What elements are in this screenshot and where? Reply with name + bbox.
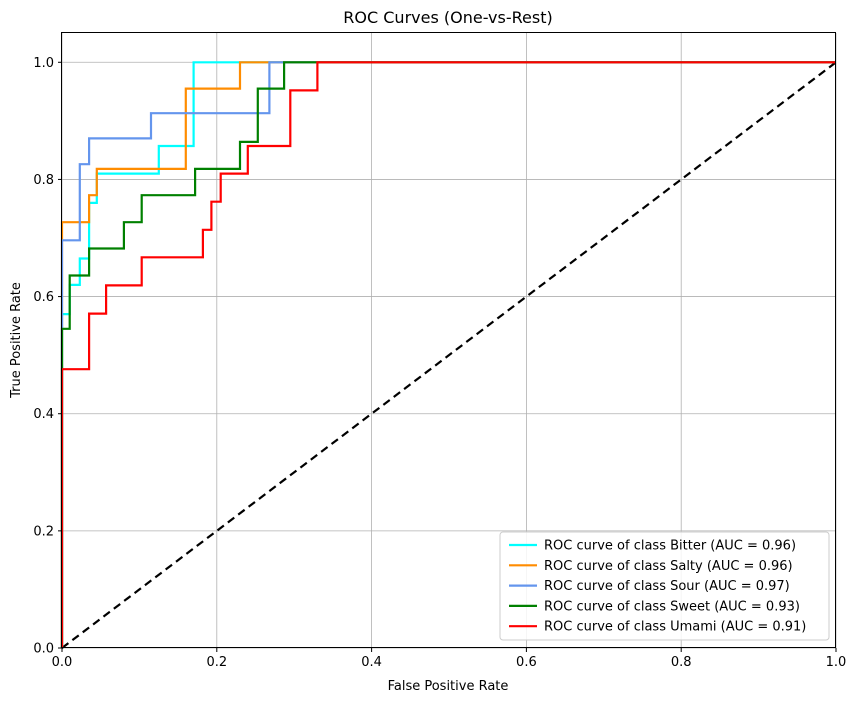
y-axis-ticks: 0.0 0.2 0.4 0.6 0.8 1.0 [33,56,62,657]
x-axis-label: False Positive Rate [388,679,509,694]
roc-curves [60,61,837,649]
legend-label: ROC curve of class Bitter (AUC = 0.96) [544,539,796,554]
chart-title: ROC Curves (One-vs-Rest) [343,8,552,27]
legend-label: ROC curve of class Sweet (AUC = 0.93) [544,599,800,614]
x-tick-label: 0.0 [52,655,73,670]
y-tick-label: 0.6 [33,290,54,305]
plot-frame [61,32,836,648]
x-tick-label: 0.2 [206,655,227,670]
y-tick-label: 1.0 [33,56,54,71]
x-tick-label: 0.4 [361,655,382,670]
legend-label: ROC curve of class Sour (AUC = 0.97) [544,579,790,594]
y-tick-label: 0.4 [33,407,54,422]
roc-curve-5 [60,61,836,648]
legend: ROC curve of class Bitter (AUC = 0.96) RO… [499,531,830,641]
x-tick-label: 1.0 [826,655,847,670]
chance-diagonal-line [61,61,837,649]
y-tick-label: 0.8 [33,173,54,188]
legend-label: ROC curve of class Salty (AUC = 0.96) [544,559,793,574]
x-axis-ticks: 0.0 0.2 0.4 0.6 0.8 1.0 [52,648,847,670]
y-tick-label: 0.2 [33,524,54,539]
roc-curve-4 [60,61,836,648]
x-tick-label: 0.6 [516,655,537,670]
x-tick-label: 0.8 [671,655,692,670]
legend-box [499,531,830,641]
y-axis-label: True Positive Rate [9,282,24,399]
roc-curve-3 [60,61,836,648]
legend-label: ROC curve of class Umami (AUC = 0.91) [544,620,806,635]
y-tick-label: 0.0 [33,642,54,657]
